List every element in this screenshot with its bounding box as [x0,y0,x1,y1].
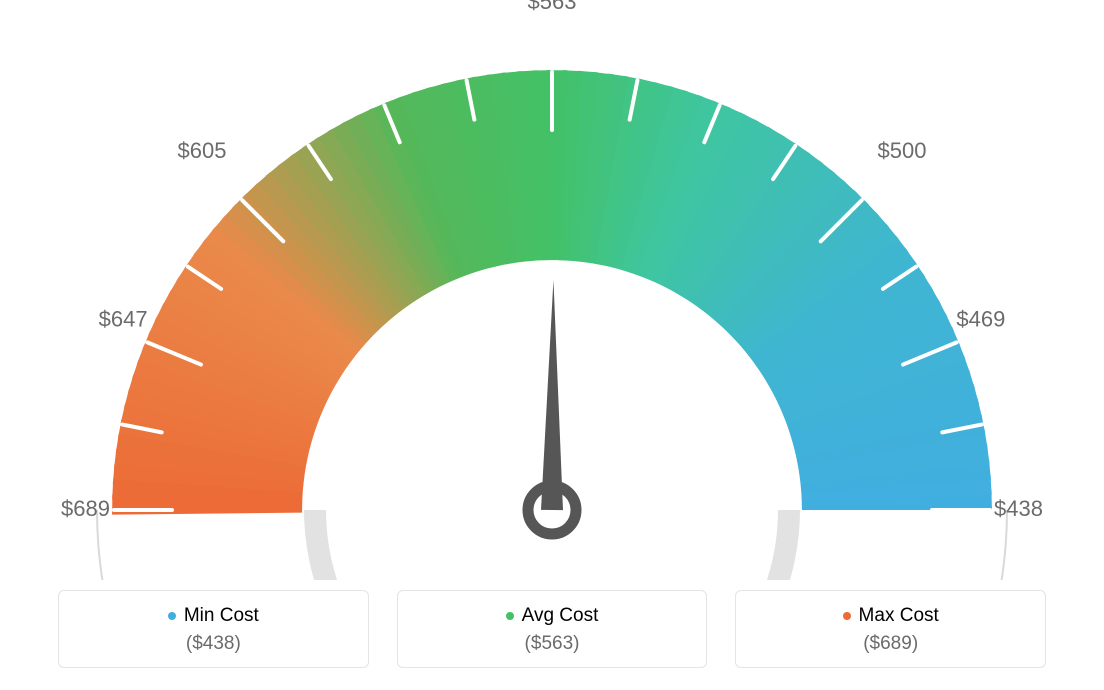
svg-text:$500: $500 [878,138,927,163]
gauge-svg: $438 $469 $500 $563 $605 $647 $689 [0,0,1104,580]
svg-text:$469: $469 [956,307,1005,332]
legend-title-avg: Avg Cost [506,605,599,627]
legend-label-min: Min Cost [184,605,259,627]
legend-value-avg: ($563) [408,633,697,655]
legend-card-min: Min Cost ($438) [58,590,369,668]
legend-value-max: ($689) [746,633,1035,655]
legend-row: Min Cost ($438) Avg Cost ($563) Max Cost… [0,590,1104,668]
cost-gauge-chart: $438 $469 $500 $563 $605 $647 $689 [0,0,1104,580]
legend-dot-max [843,612,851,620]
legend-title-max: Max Cost [843,605,939,627]
legend-value-min: ($438) [69,633,358,655]
legend-dot-avg [506,612,514,620]
svg-text:$647: $647 [99,307,148,332]
legend-dot-min [168,612,176,620]
legend-card-max: Max Cost ($689) [735,590,1046,668]
legend-label-max: Max Cost [859,605,939,627]
svg-text:$438: $438 [994,496,1043,521]
legend-label-avg: Avg Cost [522,605,599,627]
svg-text:$563: $563 [528,0,577,14]
legend-card-avg: Avg Cost ($563) [397,590,708,668]
svg-text:$605: $605 [178,138,227,163]
legend-title-min: Min Cost [168,605,259,627]
svg-text:$689: $689 [61,496,110,521]
